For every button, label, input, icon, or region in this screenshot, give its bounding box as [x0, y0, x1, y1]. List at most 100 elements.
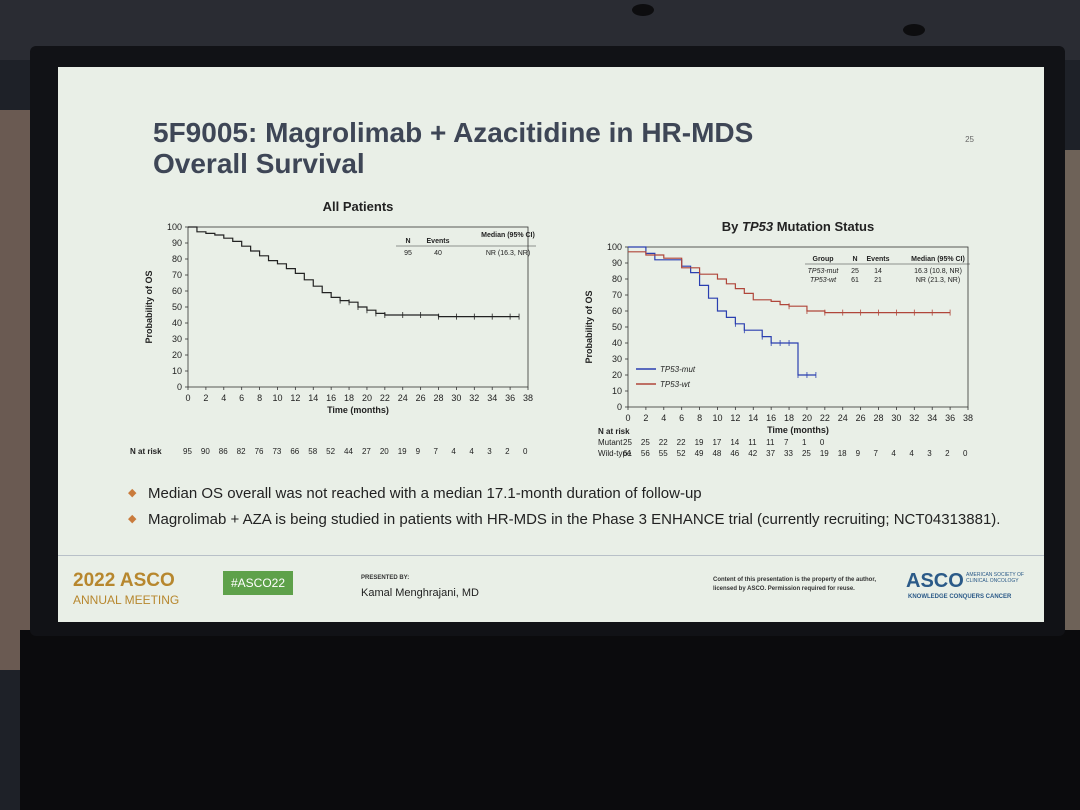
risk-value: 27: [361, 447, 371, 456]
x-tick-label: 18: [344, 393, 354, 403]
x-tick-label: 38: [523, 393, 533, 403]
risk-value: 0: [963, 449, 968, 458]
asco-tagline: KNOWLEDGE CONQUERS CANCER: [908, 594, 1012, 600]
meeting-logo: 2022 ASCO: [73, 570, 175, 591]
bullet-text: Magrolimab + AZA is being studied in pat…: [148, 511, 1001, 528]
risk-value: 25: [623, 438, 632, 447]
y-tick-label: 40: [612, 338, 622, 348]
diamond-icon: ◆: [128, 487, 137, 499]
risk-value: 44: [344, 447, 353, 456]
x-tick-label: 10: [272, 393, 282, 403]
risk-row-label: Wild-type: [598, 449, 632, 458]
risk-value: 73: [272, 447, 282, 456]
x-tick-label: 34: [487, 393, 497, 403]
risk-value: 22: [658, 438, 668, 447]
x-tick-label: 14: [308, 393, 318, 403]
x-tick-label: 16: [326, 393, 336, 403]
x-tick-label: 0: [625, 413, 630, 423]
x-tick-label: 12: [730, 413, 740, 423]
x-tick-label: 22: [820, 413, 830, 423]
legend-cell: 21: [874, 277, 882, 284]
slide-title-line2: Overall Survival: [153, 148, 365, 179]
legend-header: Median (95% CI): [911, 256, 965, 263]
chart-title: By TP53 Mutation Status: [722, 219, 874, 234]
chart-title-part: Mutation Status: [773, 219, 874, 234]
presented-by-label: PRESENTED BY:: [361, 575, 410, 581]
x-tick-label: 6: [239, 393, 244, 403]
risk-value: 25: [801, 449, 811, 458]
y-tick-label: 30: [172, 334, 182, 344]
asco-society: AMERICAN SOCIETY OF CLINICAL ONCOLOGY: [966, 572, 1024, 584]
legend-cell: NR (21.3, NR): [916, 277, 960, 284]
risk-value: 9: [855, 449, 861, 458]
y-tick-label: 40: [172, 318, 182, 328]
chart-title-part: By: [722, 219, 742, 234]
footer-divider: [58, 555, 1044, 556]
slide-number: 25: [965, 135, 974, 144]
risk-value: 76: [254, 447, 264, 456]
x-tick-label: 28: [874, 413, 884, 423]
y-tick-label: 10: [172, 366, 182, 376]
risk-value: 58: [308, 447, 318, 456]
legend-cell: NR (16.3, NR): [486, 250, 530, 257]
y-tick-label: 80: [612, 274, 622, 284]
y-tick-label: 100: [607, 242, 622, 252]
risk-value: 19: [819, 449, 829, 458]
risk-value: 22: [676, 438, 686, 447]
legend-header: Median (95% CI): [481, 232, 535, 239]
copyright-note: Content of this presentation is the prop…: [713, 577, 877, 592]
risk-value: 61: [623, 449, 632, 458]
y-tick-label: 30: [612, 354, 622, 364]
y-tick-label: 60: [612, 306, 622, 316]
risk-value: 56: [640, 449, 650, 458]
legend-cell: 61: [851, 277, 859, 284]
risk-value: 4: [891, 449, 896, 458]
y-tick-label: 100: [167, 222, 182, 232]
x-tick-label: 20: [362, 393, 372, 403]
risk-value: 14: [730, 438, 740, 447]
risk-value: 19: [694, 438, 704, 447]
risk-value: 2: [945, 449, 950, 458]
slide-title-line1: 5F9005: Magrolimab + Azacitidine in HR-M…: [153, 117, 754, 148]
bullet-text: Median OS overall was not reached with a…: [148, 485, 702, 502]
bullet-item: ◆ Median OS overall was not reached with …: [128, 483, 1008, 504]
x-tick-label: 6: [679, 413, 684, 423]
legend-cell: 14: [874, 268, 882, 275]
risk-value: 3: [487, 447, 492, 456]
risk-value: 86: [218, 447, 228, 456]
risk-value: 7: [433, 447, 438, 456]
risk-value: 33: [784, 449, 793, 458]
risk-header: N at risk: [598, 427, 630, 436]
y-tick-label: 50: [172, 302, 182, 312]
legend-cell: 95: [404, 250, 412, 257]
slide-title: 5F9005: Magrolimab + Azacitidine in HR-M…: [153, 117, 753, 179]
risk-value: 90: [200, 447, 210, 456]
legend-label: TP53-mut: [660, 365, 696, 374]
risk-value: 66: [290, 447, 300, 456]
x-tick-label: 4: [221, 393, 226, 403]
x-tick-label: 36: [505, 393, 515, 403]
footer: 2022 ASCO ANNUAL MEETING #ASCO22 PRESENT…: [58, 557, 1044, 622]
y-tick-label: 70: [172, 270, 182, 280]
chart-tp53: By TP53 Mutation Status01020304050607080…: [584, 219, 973, 435]
asco-logo: ASCO: [906, 570, 964, 592]
risk-value: 9: [415, 447, 421, 456]
x-tick-label: 28: [434, 393, 444, 403]
bullet-item: ◆ Magrolimab + AZA is being studied in pa…: [128, 509, 1008, 530]
legend-cell: 16.3 (10.8, NR): [914, 268, 962, 275]
bullet-list: ◆ Median OS overall was not reached with …: [128, 483, 1008, 535]
risk-value: 4: [451, 447, 456, 456]
x-tick-label: 24: [398, 393, 408, 403]
x-tick-label: 20: [802, 413, 812, 423]
risk-value: 82: [236, 447, 246, 456]
ceiling-light: [903, 24, 925, 36]
diamond-icon: ◆: [128, 513, 137, 525]
x-axis-label: Time (months): [767, 425, 829, 435]
y-tick-label: 0: [617, 402, 622, 412]
risk-value: 17: [712, 438, 722, 447]
stage-skirt: [20, 630, 1080, 810]
x-tick-label: 4: [661, 413, 666, 423]
risk-value: 0: [523, 447, 528, 456]
legend-cell: TP53-mut: [808, 268, 840, 275]
y-tick-label: 90: [172, 238, 182, 248]
